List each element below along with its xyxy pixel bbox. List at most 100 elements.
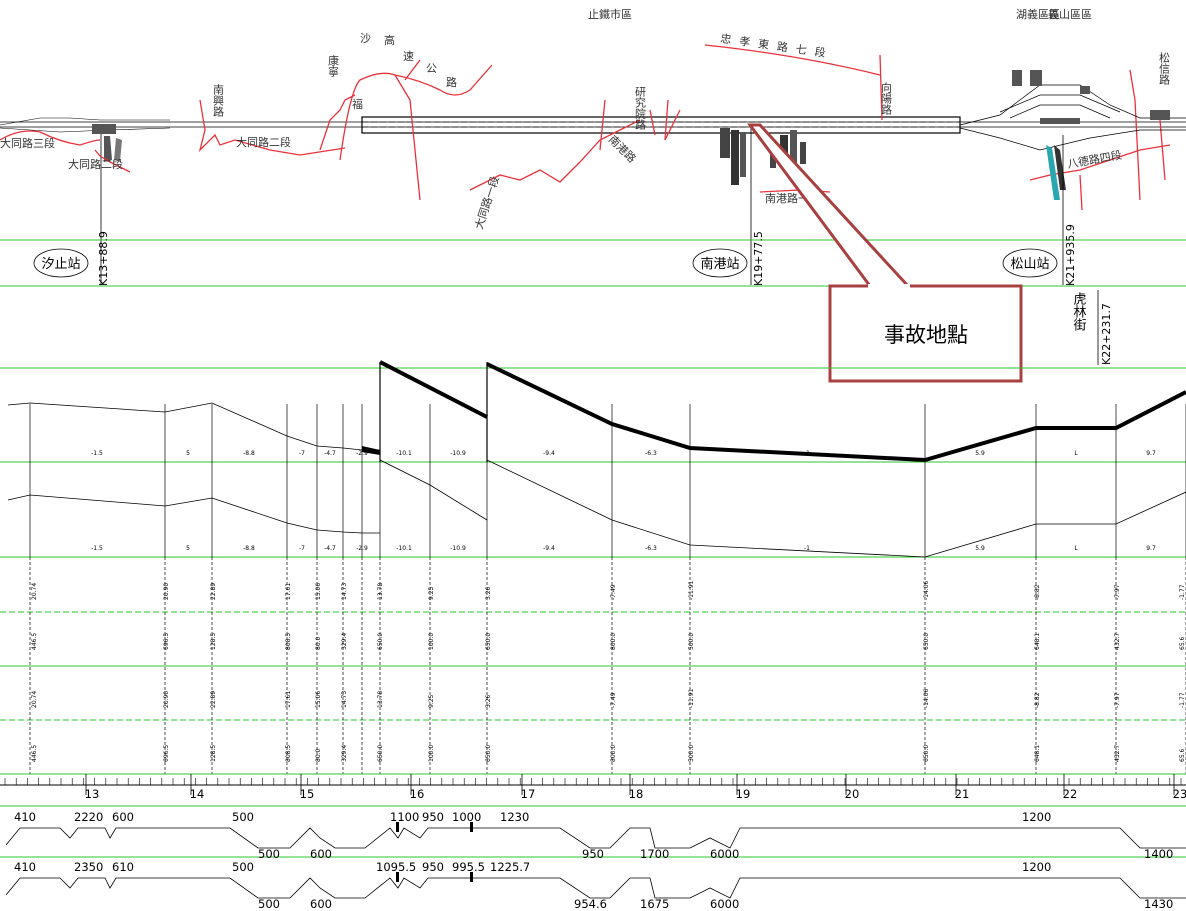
road-label-bade: 八德路四段	[1066, 148, 1123, 171]
curve-label: 6000	[710, 897, 739, 911]
road-label-datong3: 大同路三段	[0, 136, 55, 150]
grade-label-b: -8.8	[243, 545, 255, 552]
curve-label: 500	[258, 897, 280, 911]
elevation-label: -11.91	[688, 580, 695, 600]
km-scale: 13 14 15 16 17 18 19 20 21 22 23	[0, 773, 1186, 801]
length-label: 808.5	[285, 745, 292, 762]
length-label: 648.1	[1034, 633, 1041, 650]
road-labels: 大同路三段 大同路二段 大同路二段 大同路一段 南興路 康寧 福 沙 高 速 公…	[0, 7, 1171, 231]
curve-label: 2220	[74, 810, 103, 824]
length-label: 446.5	[31, 745, 38, 762]
length-label: 800.0	[610, 745, 617, 762]
curve-line-1	[5, 827, 1186, 849]
chainage-xizhi: K13+88.9	[97, 231, 110, 286]
length-label: 65.6	[1179, 748, 1186, 762]
length-label: 650.0	[485, 745, 492, 762]
elevation-label: 13.78	[377, 583, 384, 600]
grade-label-b: -10.1	[396, 545, 412, 552]
elevation-labels: 20.74 446.5 20.74 446.5 20.90 696.5 20.90 696.5…	[31, 580, 1186, 762]
length-label: 650.0	[485, 633, 492, 650]
curve-label: 1700	[640, 847, 669, 861]
grade-label-b: -4.7	[324, 545, 336, 552]
road-label-kangning: 康寧	[327, 54, 340, 78]
km-label: 19	[736, 787, 751, 801]
elevation-label: 14.73	[341, 691, 348, 708]
elevation-label: 17.61	[285, 583, 292, 600]
km-label: 16	[410, 787, 425, 801]
km-label: 18	[629, 787, 644, 801]
km-label: 14	[190, 787, 205, 801]
grade-label-a: 5	[186, 450, 190, 457]
curve-label: 1225.7	[490, 860, 530, 874]
curve-label: 1200	[1022, 810, 1051, 824]
chainage-songshan: K21+935.9	[1064, 224, 1077, 286]
road-label-hulin: 虎林街	[1071, 292, 1087, 331]
grade-label-a: -4.7	[324, 450, 336, 457]
elevation-label: -7.49	[610, 584, 617, 600]
elevation-label: 20.74	[31, 583, 38, 600]
elevation-label: 14.73	[341, 583, 348, 600]
road-label-gao: 高	[384, 33, 395, 47]
km-label: 20	[845, 787, 860, 801]
road-label-datong2b: 大同路二段	[236, 135, 291, 149]
grade-label-a: -9.4	[543, 450, 555, 457]
length-label: 446.5	[31, 633, 38, 650]
xizhi-yard	[0, 117, 171, 285]
profile-lower-line	[7, 494, 380, 534]
length-label: 696.5	[163, 745, 170, 762]
elevation-label: 9.25	[428, 694, 435, 708]
curve-label: 950	[422, 810, 444, 824]
length-label: 648.1	[1034, 745, 1041, 762]
curve-label: 950	[582, 847, 604, 861]
curve-line-2	[5, 877, 1186, 899]
curve-label: 1200	[1022, 860, 1051, 874]
grade-label-b: L	[1074, 545, 1078, 552]
road-label-gong: 公	[426, 62, 437, 75]
station-songshan	[1002, 248, 1058, 278]
profile-section: -1.5 -1.5 5 5 -8.8 -8.8 -7 -7 -4.7 -4.7 -2.9 -2.9 -1…	[0, 360, 1186, 774]
curve-label: 1430	[1144, 897, 1173, 911]
grade-label-a: 9.7	[1146, 450, 1156, 457]
grade-label-b: -7	[299, 545, 305, 552]
curve-label: 2350	[74, 860, 103, 874]
elevation-label: -14.06	[923, 580, 930, 600]
curve-label: 1230	[500, 810, 529, 824]
road-label-su: 速	[403, 50, 414, 63]
road-label-zhongxiao: 忠孝東路七段	[720, 31, 835, 61]
station-xizhi	[33, 248, 89, 278]
km-label: 15	[300, 787, 315, 801]
curve-label: 600	[310, 897, 332, 911]
curve-label: 1400	[1144, 847, 1173, 861]
elevation-label: -8.82	[1034, 692, 1041, 708]
elevation-label: 17.61	[285, 691, 292, 708]
length-label: 500.0	[688, 745, 695, 762]
elevation-label: 15.06	[315, 691, 322, 708]
elevation-label: -8.82	[1034, 584, 1041, 600]
road-label-xiangyang: 向陽路	[880, 81, 893, 116]
length-label: 128.5	[210, 633, 217, 650]
grade-label-b: 5	[186, 545, 190, 552]
length-label: 696.5	[163, 633, 170, 650]
length-label: 329.4	[341, 745, 348, 762]
grade-label-a: L	[1074, 450, 1078, 457]
chainage-nangang: K19+77.5	[752, 231, 765, 286]
curve-label: 600	[310, 847, 332, 861]
grade-label-b: 5.9	[975, 545, 985, 552]
length-label: 800.0	[610, 633, 617, 650]
length-label: 128.5	[210, 745, 217, 762]
km-label: 13	[85, 787, 100, 801]
length-label: 650.0	[923, 633, 930, 650]
profile-upper-line	[7, 402, 380, 451]
elevation-label: 22.89	[210, 691, 217, 708]
grade-label-b: 9.7	[1146, 545, 1156, 552]
red-roads	[0, 44, 1171, 211]
curve-label: 954.6	[574, 897, 607, 911]
km-label: 17	[521, 787, 536, 801]
road-label-songxin: 松信路	[1158, 51, 1171, 86]
elevation-label: -1.77	[1179, 584, 1186, 600]
elevation-label: 15.06	[315, 583, 322, 600]
elevation-label: 20.90	[163, 691, 170, 708]
grade-label-b: -6.3	[645, 545, 657, 552]
district-label-xinyi: 義山區區	[1048, 7, 1092, 21]
grade-label-b: -9.4	[543, 545, 555, 552]
